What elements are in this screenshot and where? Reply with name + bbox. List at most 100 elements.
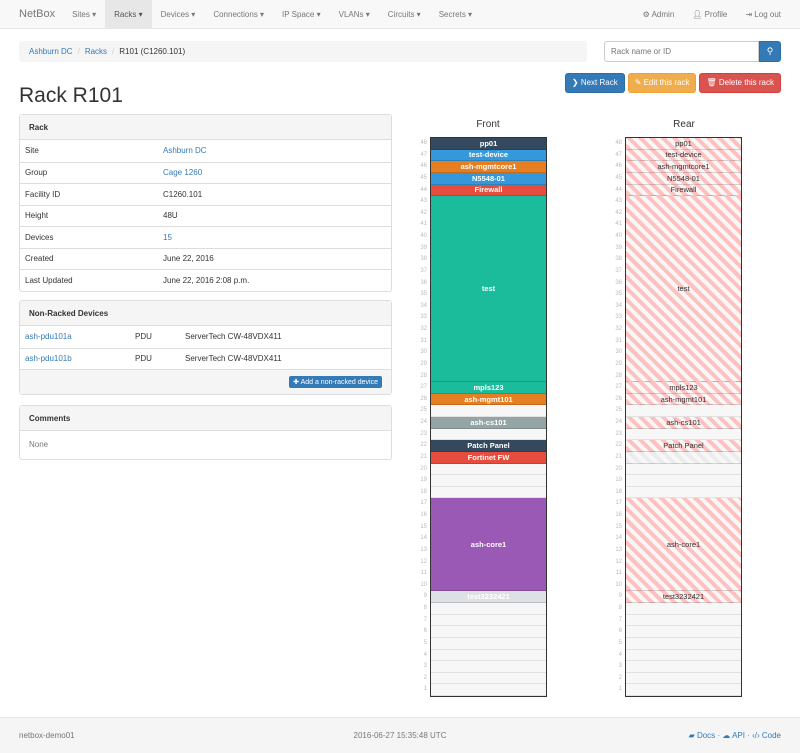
rack-unit-slot[interactable]	[431, 487, 546, 499]
attr-value[interactable]: Cage 1260	[163, 168, 203, 178]
rack-unit-slot[interactable]	[626, 638, 741, 650]
rack-unit-slot[interactable]	[626, 673, 741, 685]
rack-device-rear[interactable]: ash-cs101	[626, 417, 741, 429]
rack-device-rear[interactable]: Patch Panel	[626, 440, 741, 452]
rack-device-front[interactable]: test3232421	[431, 591, 546, 603]
rack-unit-slot[interactable]	[431, 475, 546, 487]
rack-device-rear[interactable]: test	[626, 196, 741, 383]
search-input[interactable]	[604, 41, 759, 62]
breadcrumb-racks[interactable]: Racks	[84, 47, 108, 56]
rack-unit-slot[interactable]	[626, 475, 741, 487]
nav-ip-space[interactable]: IP Space ▾	[273, 0, 330, 29]
rack-device-rear[interactable]: N5548-01	[626, 172, 741, 185]
brand-logo[interactable]: NetBox	[19, 8, 56, 20]
rack-device-front[interactable]: ash-cs101	[431, 417, 546, 429]
nav-secrets[interactable]: Secrets ▾	[430, 0, 481, 29]
rack-unit-slot[interactable]	[626, 615, 741, 627]
attr-value[interactable]: Ashburn DC	[163, 146, 207, 156]
rack-unit-slot[interactable]	[431, 638, 546, 650]
add-non-racked-button[interactable]: ✚ Add a non-racked device	[289, 376, 382, 388]
code-link[interactable]: ‹/› Code	[752, 731, 781, 740]
rack-unit-slot[interactable]	[626, 429, 741, 441]
unit-number: 8	[618, 605, 622, 611]
rack-device-front[interactable]: ash-mgmt101	[431, 393, 546, 406]
non-racked-panel: Non-Racked Devices ash-pdu101a PDU ServerT…	[19, 300, 392, 395]
rack-device-front[interactable]: test-device	[431, 149, 546, 162]
logout-link[interactable]: ⇥ Log out	[745, 9, 781, 19]
rack-device-front[interactable]: ash-mgmtcore1	[431, 161, 546, 173]
rack-device-rear[interactable]: test3232421	[626, 591, 741, 603]
rack-device-front[interactable]: mpls123	[431, 382, 546, 394]
rack-unit-slot[interactable]	[626, 487, 741, 499]
unit-number: 30	[615, 349, 622, 356]
unit-number: 47	[615, 151, 622, 158]
unit-number: 23	[420, 430, 427, 437]
rack-device-front[interactable]: pp01	[431, 138, 546, 150]
rack-unit-slot[interactable]	[431, 673, 546, 685]
rack-device-front[interactable]: ash-core1	[431, 498, 546, 592]
nav-sites[interactable]: Sites ▾	[63, 0, 105, 29]
unit-number: 21	[420, 453, 427, 460]
api-link[interactable]: ☁ API	[722, 731, 745, 740]
rack-device-rear[interactable]: test-device	[626, 149, 741, 162]
rack-device-front[interactable]: N5548-01	[431, 172, 546, 185]
rack-device-front[interactable]: Firewall	[431, 184, 546, 197]
profile-link[interactable]: 👤︎ Profile	[692, 9, 728, 19]
search-button[interactable]: ⚲	[759, 41, 781, 62]
rack-device-front[interactable]: Fortinet FW	[431, 451, 546, 464]
rack-unit-slot[interactable]	[431, 684, 546, 696]
breadcrumb-site[interactable]: Ashburn DC	[29, 47, 73, 56]
gear-icon: ⚙	[642, 9, 652, 19]
unit-number: 42	[420, 209, 427, 216]
rack-unit-slot[interactable]	[431, 429, 546, 441]
device-link[interactable]: ash-pdu101a	[25, 332, 72, 342]
rack-device-front[interactable]: Patch Panel	[431, 440, 546, 452]
unit-number: 43	[615, 198, 622, 205]
unit-number: 42	[615, 209, 622, 216]
rack-unit-slot[interactable]	[626, 405, 741, 417]
unit-number: 10	[420, 581, 427, 588]
nav-devices[interactable]: Devices ▾	[152, 0, 205, 29]
nav-label: Secrets	[438, 9, 466, 19]
nav-vlans[interactable]: VLANs ▾	[330, 0, 379, 29]
delete-rack-button[interactable]: 🗑︎ Delete this rack	[699, 73, 781, 93]
unit-number: 10	[615, 581, 622, 588]
docs-link[interactable]: ▰ Docs	[688, 731, 716, 740]
rack-device-rear[interactable]: ash-mgmt101	[626, 393, 741, 406]
unit-number: 25	[615, 407, 622, 414]
rack-unit-slot[interactable]	[626, 603, 741, 615]
rack-unit-slot[interactable]	[431, 650, 546, 662]
rack-device-rear[interactable]: Firewall	[626, 184, 741, 197]
rack-unit-slot[interactable]	[431, 464, 546, 476]
rack-unit-slot[interactable]	[431, 615, 546, 627]
rack-unit-slot[interactable]	[626, 684, 741, 696]
nav-racks[interactable]: Racks ▾	[105, 0, 152, 29]
rack-unit-slot[interactable]	[626, 650, 741, 662]
unit-number: 48	[420, 140, 427, 146]
rack-unit-slot[interactable]	[431, 405, 546, 417]
rack-unit-slot[interactable]	[431, 661, 546, 673]
attr-value[interactable]: 15	[163, 232, 172, 242]
unit-number: 7	[423, 616, 427, 623]
chevron-right-icon: ❯	[571, 78, 581, 87]
rack-unit-slot[interactable]	[626, 661, 741, 673]
rack-device-front[interactable]: test	[431, 196, 546, 383]
nav-connections[interactable]: Connections ▾	[204, 0, 273, 29]
admin-link[interactable]: ⚙ Admin	[642, 9, 675, 19]
next-rack-button[interactable]: ❯ Next Rack	[564, 73, 625, 93]
unit-number: 12	[615, 558, 622, 565]
rack-device-rear[interactable]: mpls123	[626, 382, 741, 394]
rack-unit-slot[interactable]	[431, 603, 546, 615]
unit-number: 36	[420, 279, 427, 286]
rack-device-rear[interactable]: ash-core1	[626, 498, 741, 592]
rack-unit-slot[interactable]	[626, 626, 741, 638]
rack-device-rear[interactable]: pp01	[626, 138, 741, 150]
device-link[interactable]: ash-pdu101b	[25, 354, 72, 364]
search-icon: ⚲	[766, 46, 774, 56]
unit-number: 25	[420, 407, 427, 414]
rack-device-rear[interactable]: ash-mgmtcore1	[626, 161, 741, 173]
edit-rack-button[interactable]: ✎ Edit this rack	[627, 73, 697, 93]
rack-unit-slot[interactable]	[431, 626, 546, 638]
nav-circuits[interactable]: Circuits ▾	[379, 0, 430, 29]
rack-unit-slot[interactable]	[626, 464, 741, 476]
